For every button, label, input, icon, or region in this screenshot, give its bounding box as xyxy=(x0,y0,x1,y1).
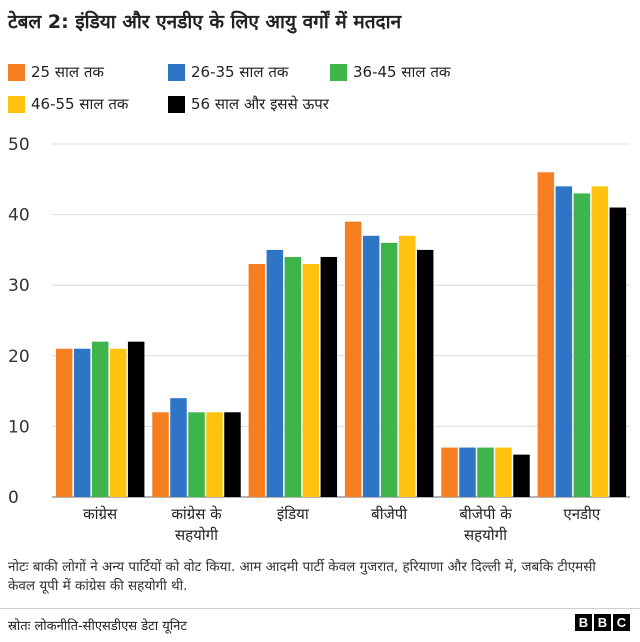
bar xyxy=(55,348,73,497)
y-tick-label: 50 xyxy=(8,135,30,155)
x-tick-label: इंडिया xyxy=(277,505,310,523)
bar xyxy=(398,235,416,497)
bar xyxy=(416,249,434,497)
legend-item-2: 36-45 साल तक xyxy=(330,62,450,82)
bar xyxy=(477,447,494,497)
source-credit: स्रोतः लोकनीति-सीएसडीएस डेटा यूनिट xyxy=(8,619,187,634)
legend-label-2: 36-45 साल तक xyxy=(353,63,451,81)
bar xyxy=(441,447,458,497)
legend-item-1: 26-35 साल तक xyxy=(168,62,288,82)
bar xyxy=(188,412,205,497)
y-tick-label: 40 xyxy=(8,206,30,226)
bars xyxy=(55,172,627,498)
bar xyxy=(573,193,591,498)
bar xyxy=(91,341,109,497)
bar xyxy=(459,447,476,497)
bar xyxy=(537,172,555,498)
x-axis-labels: कांग्रेस कांग्रेस के सहयोगी इंडिया बीजेपी बीज… xyxy=(83,505,601,544)
legend-label-4: 56 साल और इससे ऊपर xyxy=(191,95,329,113)
chart-note: नोटः बाकी लोगों ने अन्य पार्टियों को वोट… xyxy=(8,559,596,594)
legend-item-4: 56 साल और इससे ऊपर xyxy=(168,94,329,114)
x-tick-label: सहयोगी xyxy=(464,526,508,544)
bbc-logo-letter: B xyxy=(575,614,592,631)
bar xyxy=(609,207,627,498)
bbc-logo: B B C xyxy=(575,614,630,631)
legend-label-3: 46-55 साल तक xyxy=(31,95,129,113)
chart-title: टेबल 2: इंडिया और एनडीए के लिए आयु वर्गो… xyxy=(8,11,402,33)
bar xyxy=(591,186,609,498)
bar xyxy=(73,348,91,497)
legend-label-0: 25 साल तक xyxy=(31,63,104,81)
legend-swatch-2 xyxy=(330,63,347,81)
legend-swatch-0 xyxy=(8,63,25,81)
bar-chart-plot: 0 10 20 30 40 50 कांग्रेस कांग्रेस के सहयोगी इंड… xyxy=(8,135,630,544)
bar xyxy=(266,249,284,497)
gridlines: 0 10 20 30 40 50 xyxy=(8,135,630,508)
x-tick-label: बीजेपी के xyxy=(459,505,512,523)
x-tick-label: एनडीए xyxy=(563,505,601,523)
bar xyxy=(152,412,169,497)
legend-swatch-4 xyxy=(168,95,185,113)
bar xyxy=(224,412,241,497)
legend-swatch-1 xyxy=(168,63,185,81)
bar xyxy=(170,398,187,497)
x-tick-label: कांग्रेस के xyxy=(171,505,222,523)
bar xyxy=(495,447,512,497)
bar xyxy=(109,348,127,497)
y-tick-label: 10 xyxy=(8,417,30,437)
bar xyxy=(302,264,320,497)
bar xyxy=(513,454,530,497)
bar xyxy=(362,235,380,497)
x-tick-label: सहयोगी xyxy=(175,526,219,544)
y-tick-label: 30 xyxy=(8,276,30,296)
bbc-logo-letter: B xyxy=(594,614,611,631)
bar xyxy=(127,341,145,497)
bar xyxy=(380,242,398,497)
x-tick-label: बीजेपी xyxy=(371,505,408,523)
bar xyxy=(555,186,573,498)
footer-divider xyxy=(0,608,640,609)
legend-label-1: 26-35 साल तक xyxy=(191,63,289,81)
bar xyxy=(320,256,338,497)
y-tick-label: 20 xyxy=(8,347,30,367)
x-tick-label: कांग्रेस xyxy=(83,505,118,523)
bar xyxy=(344,221,362,497)
bbc-logo-letter: C xyxy=(613,614,630,631)
y-tick-label: 0 xyxy=(8,488,19,508)
legend-item-3: 46-55 साल तक xyxy=(8,94,128,114)
legend-swatch-3 xyxy=(8,95,25,113)
bar xyxy=(284,256,302,497)
bar xyxy=(248,264,266,497)
legend-item-0: 25 साल तक xyxy=(8,62,104,82)
bar xyxy=(206,412,223,497)
